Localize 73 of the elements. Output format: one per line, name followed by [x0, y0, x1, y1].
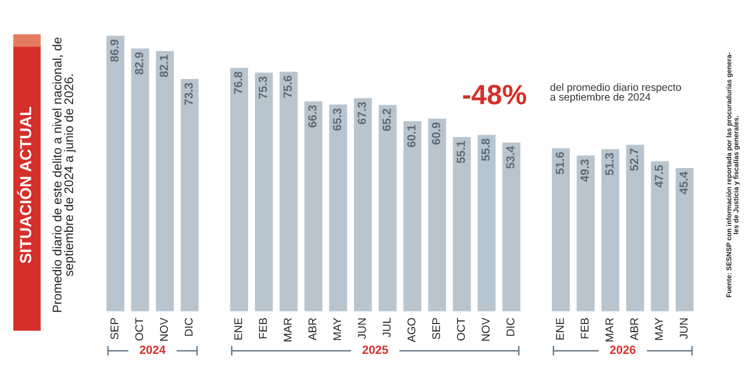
x-tick-label: DIC	[506, 318, 514, 336]
x-tick-label: MAR	[284, 318, 292, 342]
data-label: 66.3	[308, 105, 317, 128]
x-tick-label: NOV	[482, 318, 490, 341]
bar	[179, 78, 200, 312]
x-tick-label: OCT	[135, 318, 144, 340]
data-label: 65.2	[382, 108, 391, 131]
data-label: 73.3	[184, 82, 193, 105]
x-tick-label: SEP	[432, 318, 440, 340]
bar	[501, 141, 522, 312]
bar	[452, 136, 472, 312]
annotation: del promedio diario respecto a septiembre de 2024	[550, 83, 681, 103]
data-label: 76.8	[234, 72, 242, 94]
data-label: 51.3	[605, 153, 614, 176]
x-tick-label: MAR	[606, 318, 614, 342]
bar	[650, 160, 670, 312]
bar	[278, 70, 299, 312]
bar	[228, 66, 250, 312]
x-tick-label: ABR	[630, 318, 638, 340]
x-tick-label: OCT	[456, 318, 465, 340]
bar	[105, 35, 126, 312]
x-tick-label: JUN	[358, 318, 366, 339]
data-label: 51.6	[556, 152, 564, 174]
bar	[352, 96, 374, 312]
bar	[575, 154, 596, 312]
data-label: 82.1	[160, 54, 168, 78]
text: 2025	[362, 346, 388, 354]
data-label: 75.6	[283, 76, 292, 98]
text: 2024	[140, 346, 166, 354]
text: 2026	[610, 346, 636, 354]
x-tick-label: NOV	[160, 318, 168, 341]
data-label: 65.3	[332, 108, 342, 131]
bar	[476, 133, 497, 312]
bar	[254, 71, 274, 312]
bar	[600, 148, 621, 312]
data-label: 55.1	[456, 140, 466, 164]
data-label: 45.4	[680, 172, 688, 194]
x-tick-label: MAY	[655, 318, 663, 340]
x-tick-label: AGO	[407, 318, 416, 342]
data-label: 67.3	[358, 102, 366, 124]
bar	[402, 120, 423, 312]
text: Promedio diario de este delito a nivel nacional, de septiembre de 2024 a junio de 2026.	[52, 38, 76, 312]
annotation: -48%	[463, 84, 526, 104]
x-tick-label: FEB	[580, 318, 588, 338]
bar	[624, 143, 646, 312]
data-label: 55.8	[481, 138, 490, 161]
x-tick-label: FEB	[259, 318, 267, 338]
data-label: 53.4	[506, 146, 515, 169]
x-tick-label: JUN	[680, 318, 688, 339]
x-tick-label: DIC	[184, 318, 193, 336]
bar	[377, 103, 398, 312]
x-tick-label: ENE	[556, 318, 564, 340]
data-label: 60.1	[407, 124, 416, 148]
data-label: 47.5	[654, 165, 664, 188]
bar	[328, 103, 348, 312]
bar	[674, 166, 695, 312]
data-label: 60.9	[432, 122, 440, 145]
x-tick-label: JUL	[382, 318, 391, 338]
bar	[154, 50, 176, 312]
x-tick-label: ABR	[308, 318, 316, 340]
bar	[303, 100, 324, 312]
data-label: 86.9	[110, 40, 119, 62]
text: SITUACIÓN ACTUAL	[16, 106, 32, 264]
bar	[130, 47, 150, 312]
data-label: 75.3	[258, 76, 268, 99]
x-tick-label: MAY	[333, 318, 341, 340]
x-tick-label: SEP	[110, 318, 118, 340]
data-label: 82.9	[134, 52, 144, 75]
data-label: 52.7	[630, 148, 638, 171]
bar	[550, 146, 572, 312]
x-tick-label: ENE	[234, 318, 242, 340]
data-label: 49.3	[580, 159, 589, 182]
bar	[426, 117, 448, 312]
